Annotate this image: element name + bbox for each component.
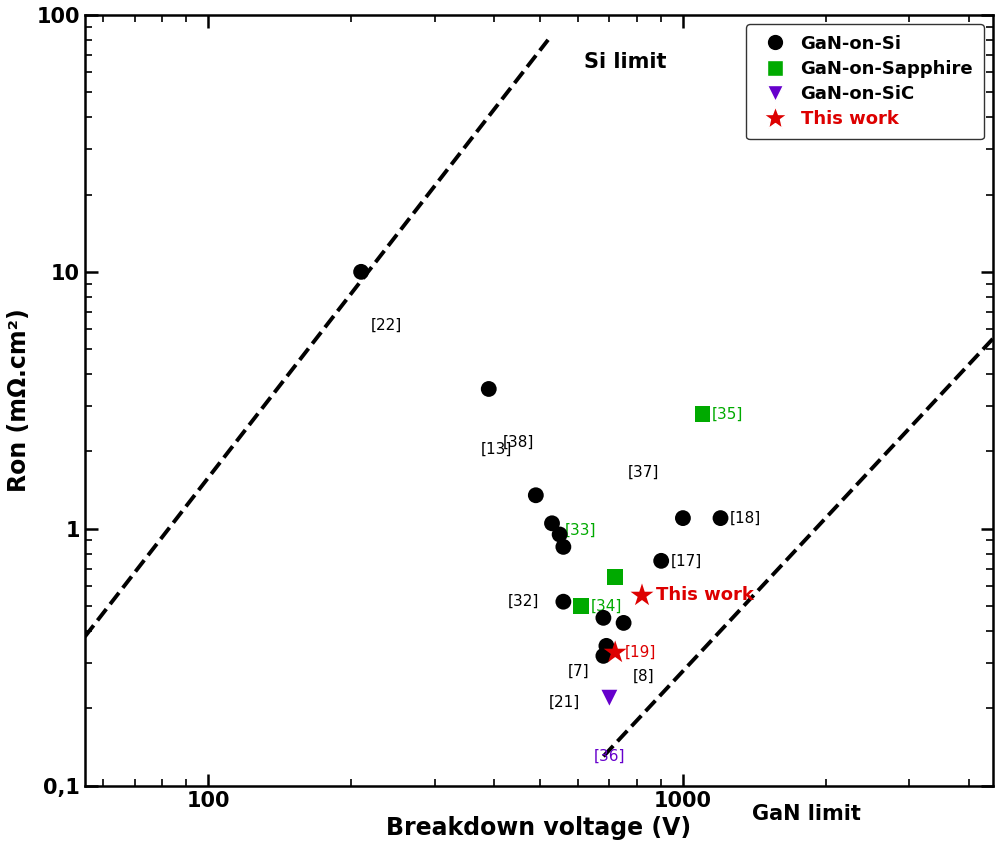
Text: [36]: [36]: [594, 749, 625, 764]
Y-axis label: Ron (mΩ.cm²): Ron (mΩ.cm²): [7, 308, 31, 492]
Point: [552, 528, 568, 541]
Text: [8]: [8]: [633, 669, 655, 684]
Point: [555, 595, 571, 608]
Point: [616, 616, 632, 629]
Point: [653, 554, 669, 567]
Point: [713, 512, 729, 525]
Point: [695, 407, 711, 421]
Text: GaN limit: GaN limit: [752, 804, 861, 824]
Point: [573, 600, 589, 613]
Text: [33]: [33]: [565, 523, 596, 538]
Point: [607, 570, 623, 584]
Text: [34]: [34]: [590, 599, 622, 613]
Text: [19]: [19]: [625, 645, 656, 660]
Text: [35]: [35]: [712, 407, 743, 421]
Text: [38]: [38]: [503, 435, 534, 451]
Legend: GaN-on-Si, GaN-on-Sapphire, GaN-on-SiC, This work: GaN-on-Si, GaN-on-Sapphire, GaN-on-SiC, …: [746, 24, 984, 139]
Point: [675, 512, 691, 525]
Text: [18]: [18]: [730, 511, 761, 526]
Text: [37]: [37]: [628, 464, 659, 479]
Text: [7]: [7]: [568, 664, 589, 679]
Point: [353, 265, 369, 279]
Point: [598, 639, 614, 653]
Point: [544, 517, 560, 530]
Point: [607, 645, 623, 659]
Point: [481, 382, 497, 396]
Text: [22]: [22]: [371, 318, 402, 333]
X-axis label: Breakdown voltage (V): Breakdown voltage (V): [386, 816, 692, 840]
Point: [555, 540, 571, 554]
Text: [13]: [13]: [481, 442, 512, 457]
Text: [17]: [17]: [671, 553, 702, 568]
Text: [32]: [32]: [508, 595, 540, 609]
Point: [595, 611, 611, 624]
Point: [595, 649, 611, 662]
Text: [21]: [21]: [548, 695, 580, 710]
Text: Si limit: Si limit: [584, 52, 667, 72]
Point: [528, 489, 544, 502]
Point: [634, 589, 650, 602]
Point: [601, 691, 617, 705]
Text: This work: This work: [656, 586, 754, 605]
